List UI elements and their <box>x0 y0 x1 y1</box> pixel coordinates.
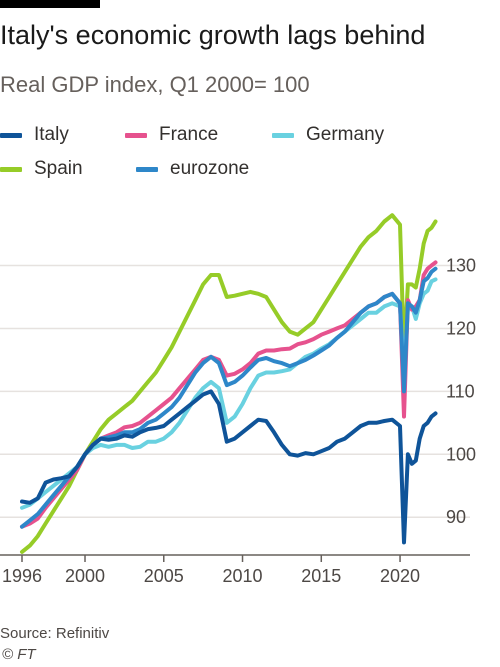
legend-swatch-italy <box>0 132 22 138</box>
ft-credit: © FT <box>2 646 36 663</box>
legend-label-italy: Italy <box>34 124 69 145</box>
chart-title: Italy's economic growth lags behind <box>0 20 426 50</box>
x-tick-label-1996: 1996 <box>2 566 42 586</box>
legend-item-italy: Italy <box>0 124 69 146</box>
legend-label-spain: Spain <box>34 158 83 179</box>
chart-subtitle: Real GDP index, Q1 2000= 100 <box>0 72 310 97</box>
legend-label-france: France <box>159 124 219 145</box>
x-tick-label-2005: 2005 <box>144 566 184 586</box>
line-chart: 1996 2000 2005 2010 2015 2020 90 100 110 120 130 <box>0 213 476 586</box>
x-tick-label-2020: 2020 <box>380 566 420 586</box>
legend-label-eurozone: eurozone <box>170 158 250 179</box>
legend-item-eurozone: eurozone <box>136 158 249 180</box>
legend-swatch-germany <box>272 132 294 138</box>
chart-legend: Italy France Germany Spain eurozone <box>0 124 500 188</box>
legend-item-france: France <box>125 124 218 146</box>
x-tick-label-2000: 2000 <box>65 566 105 586</box>
series-line-italy <box>20 389 438 545</box>
legend-swatch-spain <box>0 166 22 172</box>
y-tick-label-120: 120 <box>446 318 476 338</box>
y-tick-label-130: 130 <box>446 256 476 276</box>
series-line-spain <box>20 213 438 554</box>
legend-swatch-eurozone <box>136 166 158 172</box>
legend-swatch-france <box>125 132 147 138</box>
legend-item-germany: Germany <box>272 124 384 146</box>
brand-bar <box>0 0 100 8</box>
series-line-eurozone <box>20 266 438 529</box>
series-line-france <box>20 260 438 529</box>
series-line-germany <box>20 277 438 510</box>
y-tick-label-100: 100 <box>446 444 476 464</box>
x-tick-label-2015: 2015 <box>301 566 341 586</box>
x-tick-label-2010: 2010 <box>223 566 263 586</box>
y-tick-label-90: 90 <box>446 507 466 527</box>
y-tick-label-110: 110 <box>446 381 475 401</box>
legend-label-germany: Germany <box>306 124 385 145</box>
source-note: Source: Refinitiv <box>0 625 110 642</box>
legend-item-spain: Spain <box>0 158 83 180</box>
